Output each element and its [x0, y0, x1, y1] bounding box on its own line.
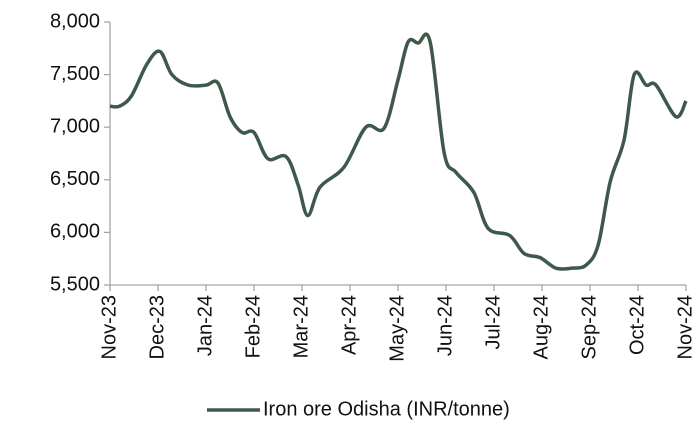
y-tick-label: 7,000 [50, 115, 100, 137]
line-series [109, 32, 688, 271]
y-tick-label: 6,500 [50, 168, 100, 190]
y-tick-label: 6,000 [50, 221, 100, 243]
x-tick-label: May-24 [386, 295, 408, 362]
x-tick-label: Sep-24 [578, 295, 600, 360]
x-tick-label: Nov-23 [98, 295, 120, 359]
y-tick-label: 7,500 [50, 63, 100, 85]
x-tick-label: Jan-24 [194, 295, 216, 356]
x-tick-label: Aug-24 [530, 295, 552, 360]
x-tick-label: Apr-24 [338, 295, 360, 355]
x-tick-label: Feb-24 [242, 295, 264, 358]
x-tick-label: Jun-24 [434, 295, 456, 356]
legend-label: Iron ore Odisha (INR/tonne) [263, 398, 510, 420]
x-tick-label: Jul-24 [482, 295, 504, 349]
y-tick-label: 8,000 [50, 10, 100, 32]
y-tick-label: 5,500 [50, 273, 100, 295]
legend-item: Iron ore Odisha (INR/tonne) [207, 398, 510, 420]
x-tick-label: Mar-24 [290, 295, 312, 358]
x-tick-label: Dec-23 [146, 295, 168, 359]
x-tick-label: Nov-24 [674, 295, 696, 359]
x-tick-label: Oct-24 [626, 295, 648, 355]
